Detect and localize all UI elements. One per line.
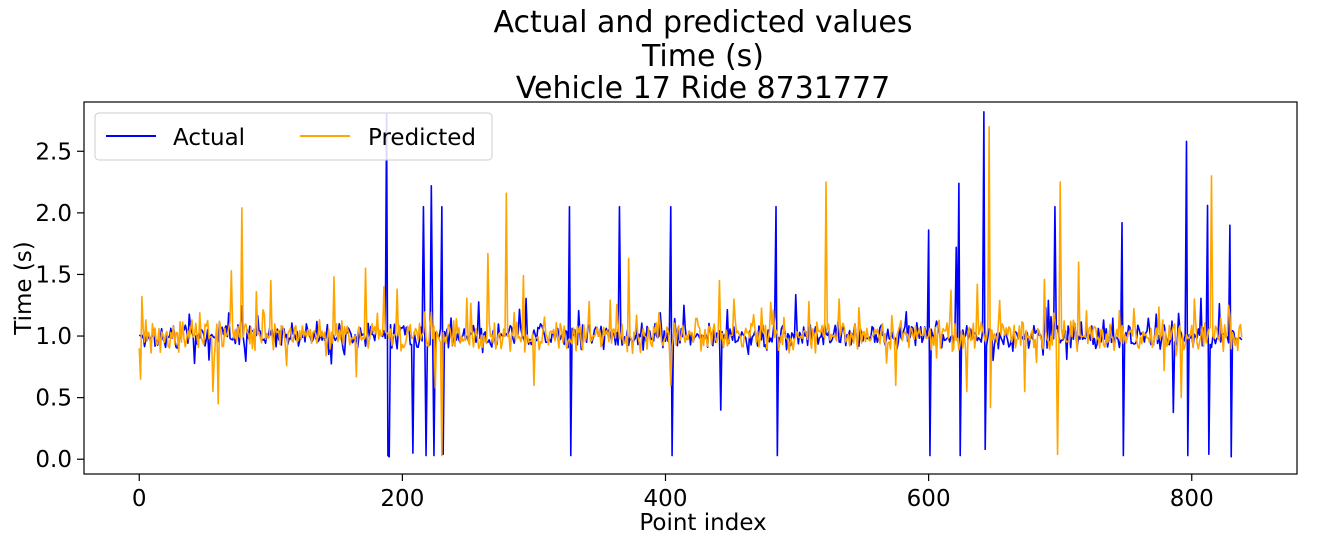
chart-title: Actual and predicted values Time (s) Veh…: [494, 5, 913, 106]
title-line-2: Time (s): [641, 39, 764, 74]
legend-label-actual: Actual: [173, 125, 245, 151]
y-tick-label: 0.0: [35, 447, 72, 473]
y-tick-label: 1.5: [35, 262, 72, 288]
title-line-1: Actual and predicted values: [494, 5, 913, 40]
series-group: [138, 111, 1243, 458]
y-axis: 0.0 0.5 1.0 1.5 2.0 2.5: [35, 139, 84, 473]
x-tick-label: 600: [907, 486, 951, 512]
x-axis-label: Point index: [639, 510, 766, 536]
x-tick-label: 0: [132, 486, 147, 512]
series-line-predicted: [138, 125, 1243, 457]
x-tick-label: 400: [644, 486, 688, 512]
x-tick-label: 200: [380, 486, 424, 512]
legend: Actual Predicted: [94, 112, 493, 161]
x-axis: 0 200 400 600 800: [132, 474, 1214, 512]
y-axis-label: Time (s): [11, 241, 37, 336]
y-tick-label: 0.5: [35, 386, 72, 412]
legend-frame: [94, 112, 493, 161]
legend-label-predicted: Predicted: [368, 125, 476, 151]
x-tick-label: 800: [1170, 486, 1214, 512]
y-tick-label: 2.0: [35, 201, 72, 227]
plot-area-frame: [83, 101, 1298, 475]
y-tick-label: 1.0: [35, 324, 72, 350]
title-line-3: Vehicle 17 Ride 8731777: [516, 71, 890, 106]
y-tick-label: 2.5: [35, 139, 72, 165]
